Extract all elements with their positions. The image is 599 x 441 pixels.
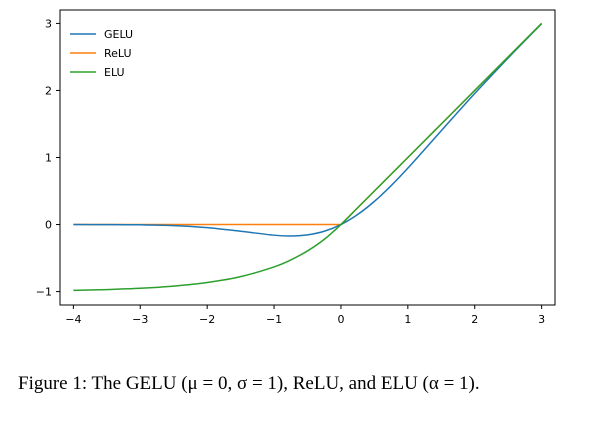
x-tick-label: 2 [471,313,478,326]
x-tick-label: −3 [132,313,148,326]
x-tick-label: 1 [404,313,411,326]
legend-label-elu: ELU [104,66,125,79]
y-tick-label: 1 [45,152,52,165]
y-tick-label: 3 [45,17,52,30]
x-tick-label: 0 [337,313,344,326]
legend-label-relu: ReLU [104,47,132,60]
figure-caption: Figure 1: The GELU (μ = 0, σ = 1), ReLU,… [18,373,480,394]
series-line-elu [73,22,543,292]
x-tick-label: −4 [65,313,81,326]
legend-label-gelu: GELU [104,28,133,41]
y-tick-label: 2 [45,84,52,97]
y-tick-label: 0 [45,219,52,232]
line-chart: −4 −3 −2 −1 0 1 2 3 −1 0 1 2 3 GELU ReLU ELU [36,9,556,326]
series-line-relu [73,22,543,226]
y-tick-label: −1 [36,286,52,299]
x-tick-label: 3 [538,313,545,326]
x-tick-label: −2 [199,313,215,326]
series-lines [73,22,543,292]
plot-area-frame [59,9,556,306]
y-axis-ticks: −1 0 1 2 3 [36,17,60,299]
x-tick-label: −1 [266,313,282,326]
legend: GELU ReLU ELU [70,28,133,79]
series-line-gelu [73,23,543,237]
x-axis-ticks: −4 −3 −2 −1 0 1 2 3 [65,305,545,326]
